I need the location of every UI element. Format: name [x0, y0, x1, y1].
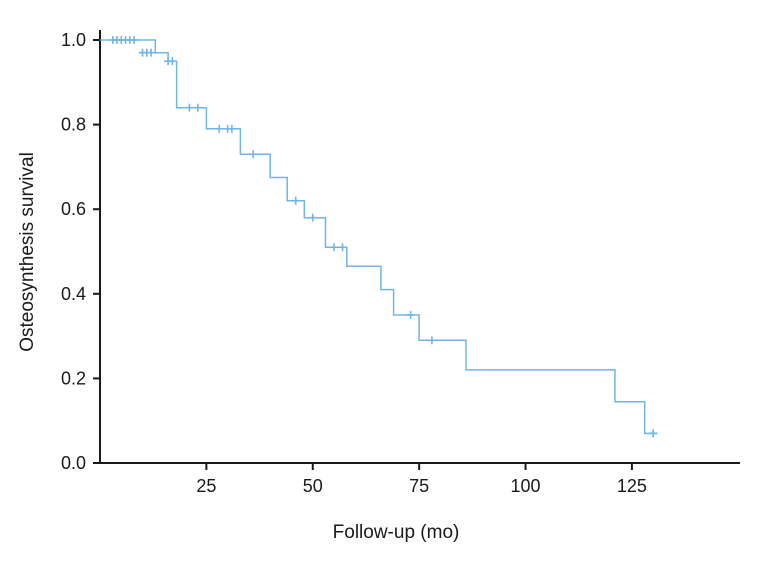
y-tick-label: 0.4: [61, 284, 86, 304]
x-tick-label: 25: [196, 476, 216, 496]
x-tick-label: 50: [303, 476, 323, 496]
y-tick-label: 0.6: [61, 199, 86, 219]
survival-step-curve: [100, 39, 658, 435]
x-tick-label: 100: [511, 476, 541, 496]
x-tick-label: 75: [409, 476, 429, 496]
y-tick-label: 0.0: [61, 453, 86, 473]
y-tick-label: 0.2: [61, 368, 86, 388]
y-tick-label: 1.0: [61, 30, 86, 50]
y-axis-label: Osteosynthesis survival: [17, 152, 38, 352]
x-axis-label: Follow-up (mo): [332, 522, 460, 543]
y-tick-label: 0.8: [61, 115, 86, 135]
x-tick-label: 125: [617, 476, 647, 496]
